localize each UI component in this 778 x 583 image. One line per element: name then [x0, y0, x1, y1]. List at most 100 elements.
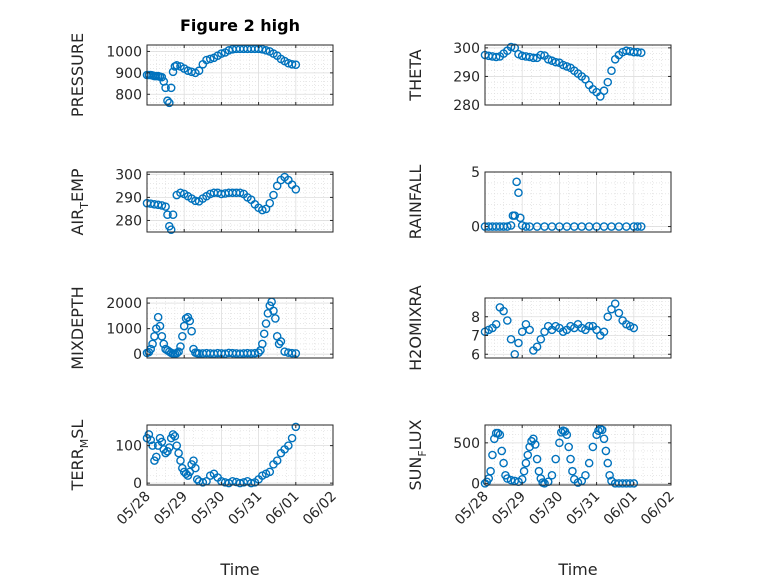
data-point	[601, 446, 611, 456]
data-point	[607, 66, 616, 76]
data-point	[269, 190, 278, 200]
data-point	[161, 83, 170, 93]
data-point	[287, 59, 297, 69]
data-point	[599, 327, 609, 337]
data-point	[510, 43, 520, 53]
data-point	[562, 430, 572, 440]
x-axis-label-right: Time	[557, 560, 597, 579]
data-point	[603, 77, 613, 87]
data-point	[503, 316, 512, 325]
axes-box	[484, 44, 672, 106]
data-point	[178, 331, 187, 341]
data-point	[168, 430, 178, 439]
data-point	[291, 422, 301, 432]
data-point	[519, 466, 529, 476]
data-point	[633, 222, 642, 231]
data-point	[503, 222, 512, 231]
data-point	[265, 467, 275, 477]
data-point	[493, 428, 503, 438]
y-tick-label: 290	[115, 190, 142, 206]
data-point	[157, 437, 167, 447]
panel-rainfall: 0 5 RAINFALL	[406, 165, 672, 239]
y-axis-label: SUNFLUX	[406, 419, 429, 490]
x-tick-label: 06/02	[300, 489, 340, 529]
panel-h2omixra: 6 7 8 H2OMIXRA	[406, 285, 672, 371]
axes-box	[484, 424, 672, 486]
data-point	[163, 210, 172, 219]
data-point	[258, 339, 267, 349]
data-point	[564, 442, 574, 452]
data-point	[558, 60, 568, 70]
y-tick-label: 290	[453, 69, 480, 85]
data-point	[176, 456, 185, 465]
data-point	[157, 331, 167, 341]
data-point	[259, 329, 269, 339]
data-point	[170, 431, 180, 441]
data-point	[287, 348, 297, 358]
data-point	[287, 433, 297, 443]
data-point	[629, 323, 639, 333]
data-point	[258, 44, 267, 54]
y-tick-label: 300	[115, 167, 142, 183]
y-axis-label: TERRMSL	[68, 420, 91, 492]
y-axis-label: H2OMIXRA	[406, 285, 425, 371]
axes-box	[146, 171, 334, 233]
data-point	[194, 66, 204, 76]
x-tick-label: 05/28	[452, 489, 492, 529]
axes-box	[146, 297, 334, 359]
data-point	[168, 210, 178, 219]
data-point	[291, 185, 301, 194]
data-point	[512, 177, 521, 187]
data-point	[532, 454, 542, 464]
data-point	[506, 42, 516, 52]
data-point	[187, 326, 196, 336]
data-point	[568, 466, 577, 476]
data-point	[176, 188, 185, 198]
data-point	[488, 450, 497, 460]
data-point	[491, 52, 501, 62]
data-point	[547, 56, 557, 66]
data-point	[636, 48, 646, 58]
data-point	[532, 342, 542, 352]
data-point	[284, 441, 293, 450]
x-tick-label: 06/01	[601, 489, 641, 529]
data-point	[547, 470, 557, 480]
y-axis-label: THETA	[406, 49, 425, 101]
y-axis-label: MIXDEPTH	[68, 286, 87, 369]
data-point	[486, 466, 495, 476]
data-point	[157, 72, 167, 82]
data-point	[174, 347, 183, 356]
data-point	[495, 430, 505, 440]
x-tick-label: 05/30	[526, 489, 566, 529]
data-point	[176, 342, 185, 351]
y-tick-label: 0	[133, 347, 142, 363]
data-point	[566, 454, 575, 464]
panel-pressure: 800 900 1000 PRESSURE	[68, 33, 334, 117]
data-point	[144, 430, 154, 439]
data-point	[610, 299, 620, 308]
y-tick-label: 1000	[106, 44, 142, 60]
data-point	[165, 98, 174, 108]
data-point	[157, 201, 167, 210]
data-point	[166, 83, 176, 93]
y-axis-label: PRESSURE	[68, 33, 87, 117]
data-point	[506, 221, 516, 230]
data-point	[151, 452, 161, 462]
data-point	[510, 211, 520, 220]
axes-box	[146, 424, 334, 486]
data-point	[551, 454, 560, 464]
y-tick-label: 5	[471, 165, 480, 181]
data-point	[191, 196, 200, 206]
y-tick-label: 280	[453, 98, 480, 114]
data-point	[217, 49, 226, 58]
data-point	[276, 337, 286, 346]
panel-airtemp: 280 290 300 AIRTEMP	[68, 167, 334, 236]
data-point	[521, 222, 531, 231]
x-tick-label: 05/29	[489, 489, 529, 529]
data-point	[163, 96, 172, 106]
data-point	[166, 225, 176, 234]
y-tick-label: 8	[471, 310, 480, 326]
x-tick-label: 05/29	[151, 489, 191, 529]
data-point	[261, 204, 271, 214]
